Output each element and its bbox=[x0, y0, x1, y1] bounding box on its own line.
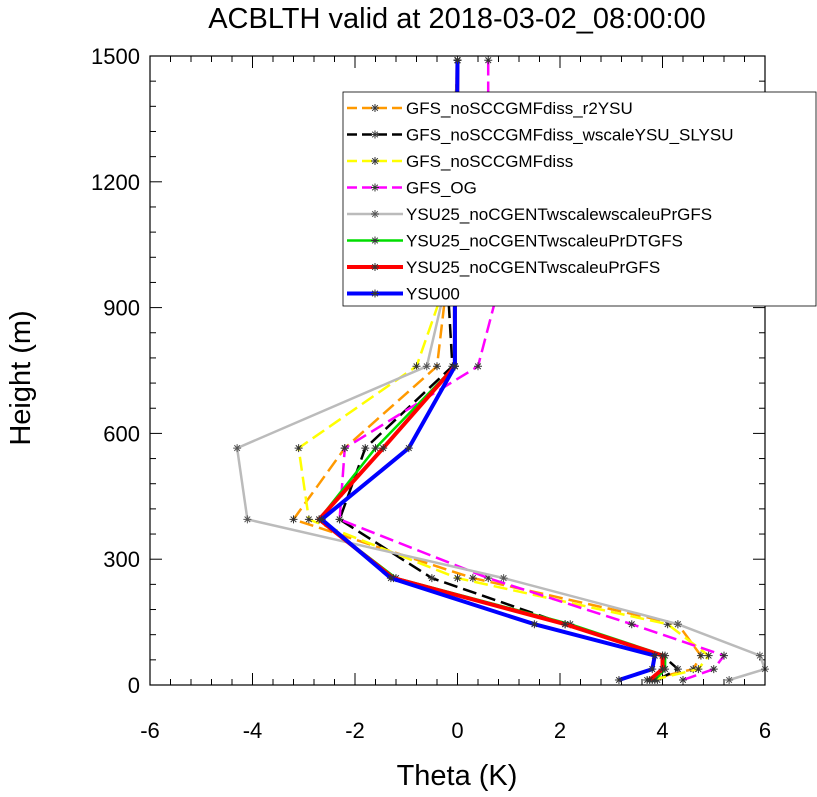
series-marker bbox=[371, 236, 379, 245]
series-marker bbox=[499, 574, 508, 583]
legend-label: GFS_OG bbox=[406, 179, 477, 198]
series-marker bbox=[422, 362, 431, 371]
series-marker bbox=[317, 515, 326, 524]
tick-labels: -6 -4 -2 0 2 4 6 0 300 600 900 1200 1500 bbox=[91, 44, 771, 743]
series-marker bbox=[453, 574, 462, 583]
series-marker bbox=[663, 620, 672, 629]
x-tick-label: 4 bbox=[656, 718, 668, 743]
series-marker bbox=[335, 515, 344, 524]
series-marker bbox=[627, 620, 636, 629]
legend-label: YSU25_noCGENTwscaleuPrDTGFS bbox=[406, 232, 683, 251]
series-marker bbox=[484, 56, 493, 65]
series-marker bbox=[658, 651, 667, 660]
series-marker bbox=[379, 444, 388, 453]
series-marker bbox=[340, 444, 349, 453]
legend-box bbox=[342, 91, 817, 307]
y-tick-label: 900 bbox=[103, 296, 140, 321]
series-marker bbox=[530, 620, 539, 629]
series-marker bbox=[371, 263, 379, 271]
y-tick-label: 0 bbox=[128, 673, 140, 698]
series-marker bbox=[561, 620, 570, 629]
series-marker bbox=[371, 210, 379, 218]
series-marker bbox=[658, 665, 667, 674]
legend-label: YSU25_noCGENTwscaleuPrGFS bbox=[406, 258, 660, 277]
x-axis-label: Theta (K) bbox=[397, 760, 518, 792]
x-tick-label: -6 bbox=[140, 718, 160, 743]
series-marker bbox=[645, 675, 654, 684]
x-tick-label: -4 bbox=[243, 718, 263, 743]
series-marker bbox=[427, 574, 436, 583]
y-axis-label: Height (m) bbox=[5, 310, 37, 445]
x-tick-label: 2 bbox=[554, 718, 566, 743]
series-marker bbox=[304, 515, 313, 524]
series-marker bbox=[614, 675, 623, 684]
series-marker bbox=[468, 574, 477, 583]
series-marker bbox=[673, 620, 682, 629]
legend-label: GFS_noSCCGMFdiss_r2YSU bbox=[406, 99, 633, 118]
series-marker bbox=[386, 574, 395, 583]
y-tick-label: 600 bbox=[103, 421, 140, 446]
series-marker bbox=[371, 183, 379, 192]
chart-title: ACBLTH valid at 2018-03-02_08:00:00 bbox=[208, 3, 706, 35]
series-marker bbox=[704, 651, 713, 660]
series-marker bbox=[371, 104, 379, 112]
x-tick-label: 0 bbox=[451, 718, 463, 743]
series-marker bbox=[371, 444, 380, 453]
series-marker bbox=[474, 362, 482, 371]
plot-frame bbox=[149, 55, 766, 686]
series-marker bbox=[450, 362, 459, 371]
legend-label: YSU00 bbox=[406, 285, 460, 304]
y-tick-label: 300 bbox=[103, 547, 140, 572]
series-marker bbox=[755, 651, 764, 660]
series-marker bbox=[404, 444, 413, 453]
legend-label: YSU25_noCGENTwscalewscaleuPrGFS bbox=[406, 205, 712, 224]
series-marker bbox=[294, 444, 303, 453]
series-marker bbox=[361, 444, 370, 453]
series-marker bbox=[371, 289, 379, 298]
series-marker bbox=[433, 362, 441, 371]
x-tick-label: 6 bbox=[759, 718, 771, 743]
series-marker bbox=[371, 130, 379, 139]
legend-label: GFS_noSCCGMFdiss bbox=[406, 152, 573, 171]
series-marker bbox=[709, 665, 718, 674]
y-tick-label: 1500 bbox=[91, 44, 140, 69]
series-marker bbox=[725, 675, 734, 684]
legend-label: GFS_noSCCGMFdiss_wscaleYSU_SLYSU bbox=[406, 126, 734, 145]
series-marker bbox=[650, 651, 659, 660]
series-marker bbox=[243, 515, 252, 524]
y-tick-label: 1200 bbox=[91, 170, 140, 195]
series-marker bbox=[696, 651, 705, 660]
legend: GFS_noSCCGMFdiss_r2YSU GFS_noSCCGMFdiss_w… bbox=[342, 91, 817, 307]
series-marker bbox=[289, 515, 298, 524]
series-marker bbox=[694, 665, 703, 674]
series-marker bbox=[484, 574, 493, 583]
series-marker bbox=[720, 651, 728, 660]
series-marker bbox=[453, 56, 462, 65]
series-marker bbox=[233, 444, 242, 453]
series-marker bbox=[412, 362, 421, 371]
series-marker bbox=[648, 665, 657, 674]
series-marker bbox=[673, 665, 682, 674]
series-marker bbox=[679, 675, 687, 684]
series-marker bbox=[650, 675, 659, 684]
x-tick-label: -2 bbox=[345, 718, 365, 743]
series-marker bbox=[371, 157, 379, 165]
